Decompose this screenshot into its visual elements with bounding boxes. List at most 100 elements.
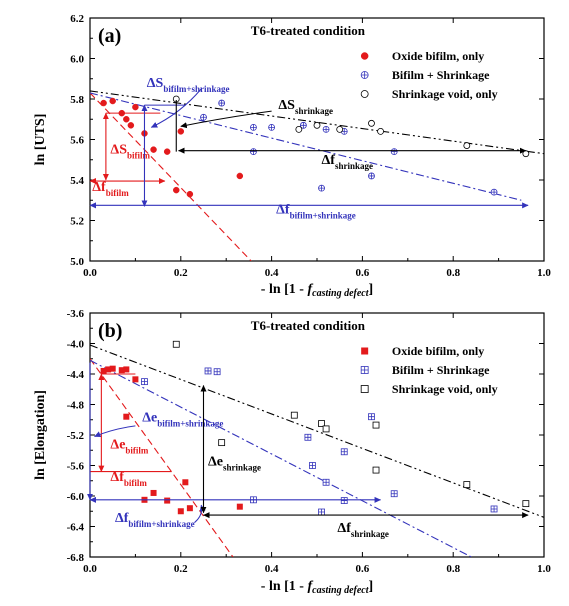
y-tick-label: -3.6 — [67, 308, 85, 320]
data-point — [150, 146, 157, 153]
marker-cross — [218, 100, 225, 107]
x-axis-label: - ln [1 - fcasting defect] — [261, 579, 373, 596]
fit-line — [90, 92, 252, 261]
data-point — [182, 479, 189, 486]
x-tick-label: 0.8 — [446, 267, 460, 279]
data-point — [340, 448, 348, 456]
chart-panel-b: 0.0 0.2 0.4 0.6 0.8 1.0 -6.8 -6.4 -6.0 -5.6 -5.2 -4… — [33, 308, 551, 596]
data-point — [390, 148, 398, 156]
x-tick-label: 0.8 — [446, 563, 460, 575]
marker-cross — [200, 114, 207, 121]
delta-e-shrinkage-label: Δeshrinkage — [208, 455, 261, 473]
data-point — [213, 368, 221, 376]
marker-cross — [268, 124, 275, 131]
data-point — [318, 420, 325, 427]
marker-cross — [361, 366, 369, 374]
pointer-curve — [94, 425, 136, 437]
data-point — [123, 116, 130, 123]
panel-label: (b) — [98, 320, 122, 342]
data-point — [236, 503, 243, 510]
data-point — [250, 123, 257, 131]
legend: Oxide bifilm, only Bifilm + Shrinkage Shri… — [360, 344, 498, 396]
y-tick-label: 5.4 — [70, 175, 84, 187]
fit-line — [90, 344, 544, 518]
data-point — [322, 478, 330, 486]
series-bifilm-shrinkage — [200, 99, 498, 196]
annotations: Δebifilm Δfbifilm Δebifilm+shrinkage Δfbifi… — [87, 362, 529, 539]
marker-cross — [491, 189, 498, 196]
data-point — [123, 366, 130, 373]
data-point — [177, 508, 184, 515]
data-point — [100, 99, 107, 107]
chart-title: T6-treated condition — [251, 23, 366, 38]
data-point — [163, 148, 171, 155]
data-point — [318, 184, 325, 192]
y-axis-label: ln [UTS] — [33, 114, 48, 166]
data-point — [132, 103, 139, 111]
x-tick-label: 0.4 — [265, 267, 279, 279]
y-tick-label: -6.8 — [67, 552, 85, 564]
legend-entry: Shrinkage void, only — [392, 382, 498, 396]
y-tick-label: 5.6 — [70, 135, 84, 147]
delta-f-bs-label: Δfbifilm+shrinkage — [115, 511, 195, 529]
data-point — [173, 186, 180, 194]
delta-s-shrinkage-label: ΔSshrinkage — [278, 98, 333, 116]
data-point — [490, 505, 498, 513]
data-point — [295, 125, 303, 133]
pointer-curve — [150, 88, 202, 128]
x-tick-label: 1.0 — [537, 563, 551, 575]
delta-e-bs-label: Δebifilm+shrinkage — [142, 410, 223, 428]
plot-area — [90, 340, 544, 557]
data-point — [322, 425, 330, 433]
data-point — [141, 378, 148, 386]
x-tick-label: 0.6 — [356, 563, 370, 575]
x-tick-label: 1.0 — [537, 267, 551, 279]
data-point — [372, 421, 380, 429]
series-shrinkage-void-only — [172, 95, 530, 158]
data-point — [186, 505, 193, 512]
data-point — [100, 367, 107, 374]
marker-cross — [341, 448, 348, 455]
marker-cross — [141, 378, 148, 385]
marker-cross — [491, 505, 498, 512]
data-point — [186, 190, 194, 198]
marker-cross — [318, 185, 325, 192]
data-point — [218, 439, 226, 447]
data-point — [340, 497, 348, 504]
data-point — [463, 142, 471, 149]
marker-cross — [214, 368, 221, 375]
data-point — [204, 367, 212, 375]
marker-cross — [309, 462, 316, 469]
data-point — [268, 123, 276, 131]
x-tick-label: 0.0 — [83, 563, 97, 575]
data-point — [132, 376, 139, 383]
data-point — [127, 122, 135, 129]
marker-cross — [361, 71, 369, 79]
data-point — [390, 490, 398, 498]
y-tick-label: -4.8 — [67, 400, 85, 412]
data-point — [123, 413, 130, 420]
data-point — [218, 99, 226, 107]
legend-entry: Bifilm + Shrinkage — [392, 68, 490, 82]
data-point — [109, 97, 116, 105]
delta-e-bifilm-label: Δebifilm — [110, 438, 149, 456]
data-point — [368, 413, 375, 421]
y-tick-label: 6.2 — [70, 13, 84, 25]
series-shrinkage-void-only — [172, 340, 530, 508]
data-point — [118, 367, 125, 374]
fit-line — [90, 358, 234, 557]
y-tick-label: -4.0 — [67, 339, 85, 351]
x-tick-label: 0.2 — [174, 563, 188, 575]
delta-f-bifilm-label: Δfbifilm — [110, 470, 147, 488]
legend-entry: Oxide bifilm, only — [392, 344, 484, 358]
x-axis-label: - ln [1 - fcasting defect] — [261, 282, 373, 299]
legend-entry: Shrinkage void, only — [392, 87, 498, 101]
data-point — [250, 148, 257, 156]
data-point — [336, 125, 344, 133]
x-tick-label: 0.2 — [174, 267, 188, 279]
marker-cross — [368, 172, 375, 179]
legend-marker — [361, 347, 369, 355]
x-tick-label: 0.0 — [83, 267, 97, 279]
marker-cross — [300, 122, 307, 129]
